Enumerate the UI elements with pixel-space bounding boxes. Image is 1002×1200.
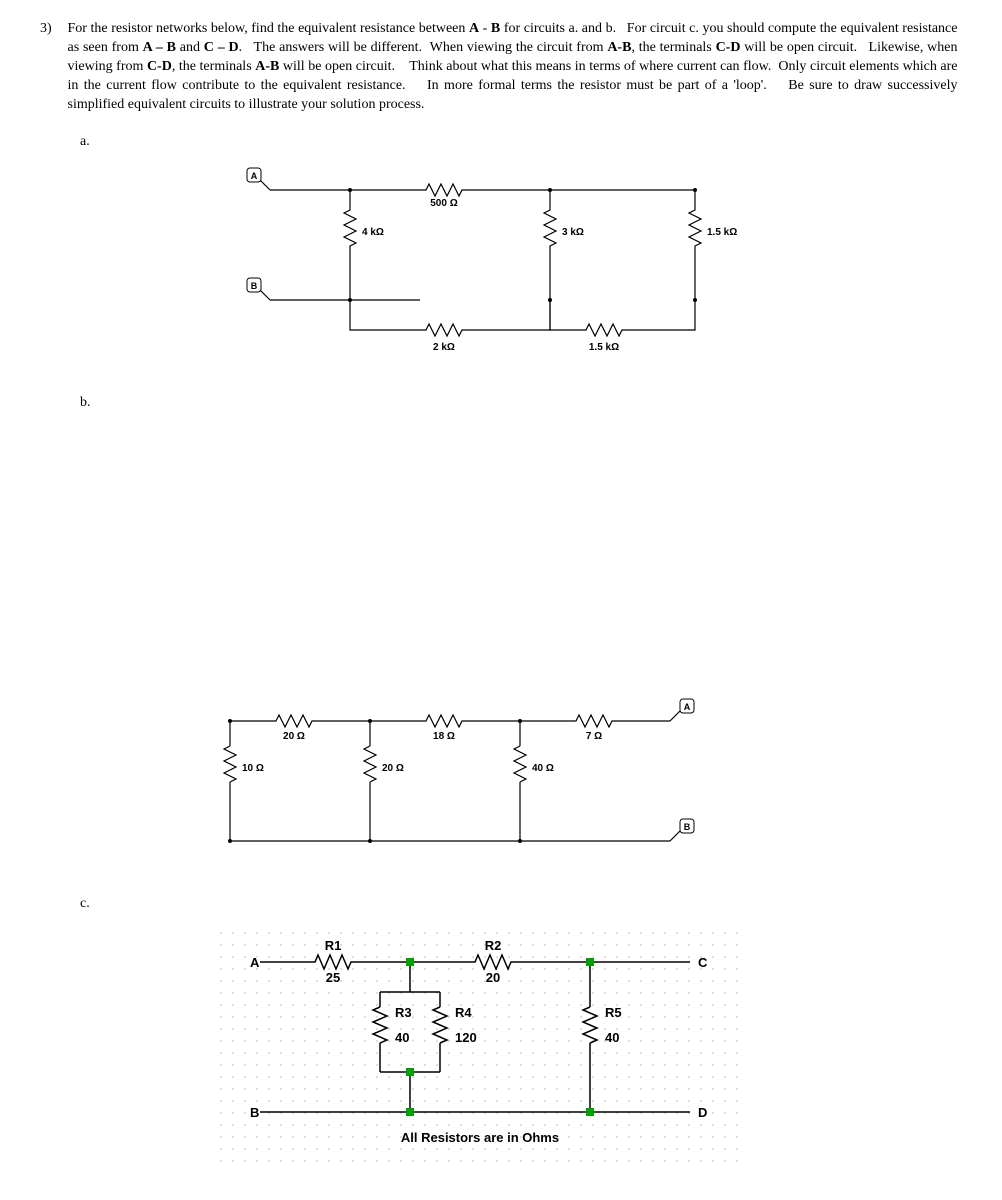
circuit-b: A B 20 Ω 18 Ω 7 Ω 10 Ω 20 Ω 40 Ω xyxy=(190,691,962,876)
term-A: A xyxy=(250,955,260,970)
term-C: C xyxy=(698,955,708,970)
circuit-a-svg: A B 500 Ω 4 kΩ 3 kΩ 1.5 kΩ 2 kΩ 1.5 kΩ xyxy=(220,160,760,370)
term-B: B xyxy=(250,1105,259,1120)
circuit-c-svg: A C B D R1 25 R2 20 R3 40 R4 120 R5 40 A… xyxy=(220,932,740,1162)
r2k-label: 2 kΩ xyxy=(433,342,455,353)
label-b: b. xyxy=(80,395,962,411)
r5-name: R5 xyxy=(605,1005,622,1020)
terminal-b: B xyxy=(251,281,258,291)
r20h-label: 20 Ω xyxy=(283,731,305,742)
r1-name: R1 xyxy=(325,938,342,953)
caption: All Resistors are in Ohms xyxy=(401,1130,559,1145)
label-a: a. xyxy=(80,134,962,150)
terminal-a-b: A xyxy=(684,702,691,712)
r4k-label: 4 kΩ xyxy=(362,227,384,238)
problem-body: For the resistor networks below, find th… xyxy=(68,20,958,114)
r4-name: R4 xyxy=(455,1005,472,1020)
r5-val: 40 xyxy=(605,1030,619,1045)
problem-statement: 3) For the resistor networks below, find… xyxy=(40,20,962,114)
r3-name: R3 xyxy=(395,1005,412,1020)
r4-val: 120 xyxy=(455,1030,477,1045)
r40-label: 40 Ω xyxy=(532,763,554,774)
r3k-label: 3 kΩ xyxy=(562,227,584,238)
circuit-c: A C B D R1 25 R2 20 R3 40 R4 120 R5 40 A… xyxy=(220,932,962,1167)
r15kv-label: 1.5 kΩ xyxy=(707,227,737,238)
r7-label: 7 Ω xyxy=(586,731,602,742)
problem-number: 3) xyxy=(40,20,64,39)
r15kh-label: 1.5 kΩ xyxy=(589,342,619,353)
r3-val: 40 xyxy=(395,1030,409,1045)
circuit-a: A B 500 Ω 4 kΩ 3 kΩ 1.5 kΩ 2 kΩ 1.5 kΩ xyxy=(220,160,962,375)
label-c: c. xyxy=(80,896,962,912)
r20v-label: 20 Ω xyxy=(382,763,404,774)
r1-val: 25 xyxy=(326,970,340,985)
term-D: D xyxy=(698,1105,707,1120)
r10-label: 10 Ω xyxy=(242,763,264,774)
r500-label: 500 Ω xyxy=(430,198,457,209)
r18-label: 18 Ω xyxy=(433,731,455,742)
terminal-b-b: B xyxy=(684,822,691,832)
terminal-a: A xyxy=(251,171,258,181)
r2-val: 20 xyxy=(486,970,500,985)
circuit-b-svg: A B 20 Ω 18 Ω 7 Ω 10 Ω 20 Ω 40 Ω xyxy=(190,691,750,871)
r2-name: R2 xyxy=(485,938,502,953)
